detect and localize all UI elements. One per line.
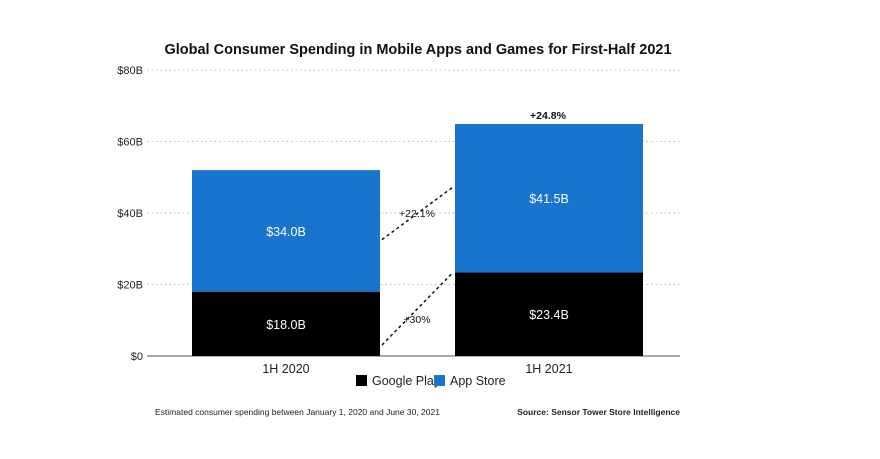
bar-segment-google-play (192, 291, 380, 356)
legend-swatch-google-play (356, 375, 367, 386)
app-store-growth-label: +22.1% (399, 208, 435, 220)
x-tick-label: 1H 2020 (262, 362, 309, 376)
bar-segment-app-store (192, 170, 380, 292)
footnote: Estimated consumer spending between Janu… (155, 407, 440, 417)
legend-label-google-play: Google Play (372, 374, 441, 388)
bar-value-label: $41.5B (529, 192, 569, 206)
chart-title: Global Consumer Spending in Mobile Apps … (164, 42, 671, 58)
y-tick-label: $80B (117, 65, 143, 77)
total-growth-label: +24.8% (530, 110, 567, 122)
growth-connector (381, 186, 454, 241)
y-tick-label: $0 (131, 351, 143, 363)
growth-connector (381, 271, 454, 346)
bar-value-label: $18.0B (266, 318, 306, 332)
y-tick-label: $20B (117, 280, 143, 292)
legend-swatch-app-store (434, 375, 445, 386)
y-tick-label: $60B (117, 137, 143, 149)
bar-segment-google-play (455, 272, 643, 356)
y-tick-label: $40B (117, 208, 143, 220)
bar-segment-app-store (455, 123, 643, 273)
bar-value-label: $34.0B (266, 225, 306, 239)
bar-value-label: $23.4B (529, 308, 569, 322)
google-play-growth-label: +30% (403, 314, 430, 326)
legend-label-app-store: App Store (450, 374, 506, 388)
x-tick-label: 1H 2021 (525, 362, 572, 376)
source-note: Source: Sensor Tower Store Intelligence (517, 407, 680, 417)
legend: Google Play App Store (356, 374, 506, 388)
